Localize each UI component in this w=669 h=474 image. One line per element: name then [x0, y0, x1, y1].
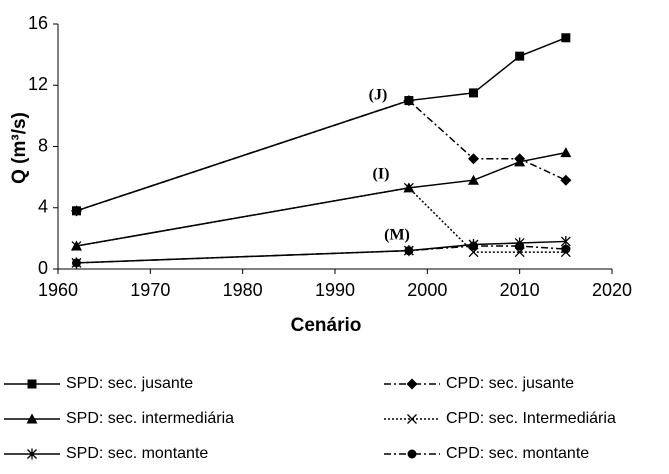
marker	[560, 174, 572, 186]
x-tick-label: 1960	[38, 280, 78, 300]
marker	[561, 33, 571, 43]
series-line	[76, 37, 567, 212]
series-line	[76, 151, 566, 247]
marker	[406, 378, 418, 390]
x-tick-label: 1970	[130, 280, 170, 300]
marker	[407, 414, 417, 424]
marker	[407, 449, 417, 459]
annotation: (M)	[384, 227, 410, 244]
marker	[514, 156, 526, 167]
x-axis-title: Cenário	[291, 315, 362, 336]
marker	[468, 153, 479, 165]
marker	[71, 258, 81, 268]
legend-label: SPD: sec. intermediária	[66, 410, 234, 427]
marker	[469, 241, 478, 251]
series-line	[76, 245, 566, 264]
marker	[27, 448, 37, 460]
y-axis-title: Q (m³/s)	[9, 112, 30, 184]
marker	[403, 95, 415, 107]
marker	[560, 147, 572, 158]
marker	[515, 241, 525, 251]
marker	[468, 174, 479, 185]
marker	[404, 246, 414, 256]
marker	[27, 379, 37, 389]
legend-label: SPD: sec. jusante	[66, 375, 193, 392]
legend-label: CPD: sec. jusante	[446, 375, 574, 392]
x-tick-label: 2000	[407, 280, 447, 300]
y-tick-label: 0	[38, 258, 48, 278]
series-line	[76, 99, 567, 212]
marker	[469, 88, 478, 98]
y-tick-label: 12	[28, 74, 48, 94]
marker	[71, 241, 82, 251]
legend-label: CPD: sec. montante	[446, 445, 589, 462]
y-tick-label: 8	[38, 135, 48, 155]
marker	[403, 182, 414, 193]
x-tick-label: 2010	[500, 280, 540, 300]
annotation: (J)	[369, 87, 388, 104]
series-line	[76, 240, 566, 264]
x-tick-label: 1980	[223, 280, 263, 300]
marker	[70, 205, 82, 217]
annotation: (I)	[373, 166, 390, 183]
legend-label: SPD: sec. montante	[66, 445, 208, 462]
marker	[26, 413, 38, 424]
marker	[515, 51, 525, 61]
y-tick-label: 16	[28, 13, 48, 33]
x-tick-label: 1990	[315, 280, 355, 300]
x-tick-label: 2020	[592, 280, 632, 300]
y-tick-label: 4	[38, 197, 48, 217]
series-line	[76, 187, 566, 253]
marker	[561, 244, 571, 254]
legend-label: CPD: sec. Intermediária	[446, 410, 616, 427]
